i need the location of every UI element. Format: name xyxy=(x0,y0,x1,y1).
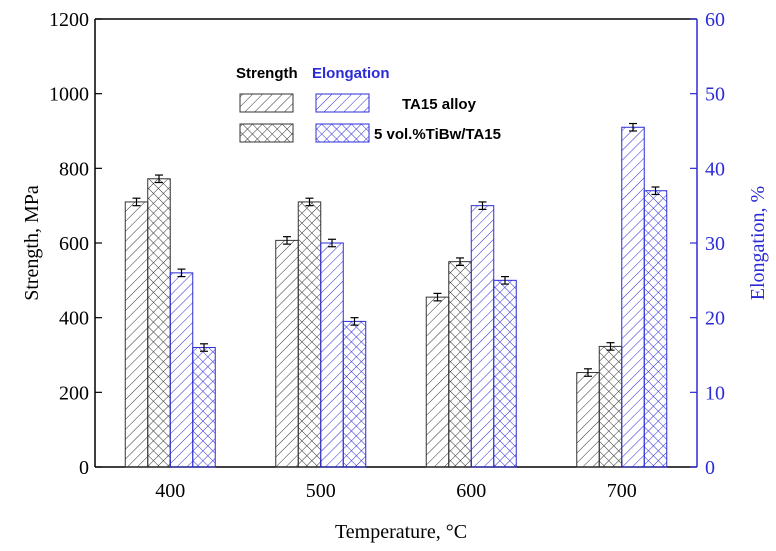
right-tick-label: 50 xyxy=(705,84,725,106)
bar-strength-composite xyxy=(298,202,321,467)
legend-label-composite: 5 vol.%TiBw/TA15 xyxy=(374,126,501,143)
bar-strength-ta15 xyxy=(426,297,449,467)
left-axis-title: Strength, MPa xyxy=(21,185,43,301)
legend-swatch-strength-ta15 xyxy=(240,94,293,112)
bar-strength-ta15 xyxy=(276,240,299,467)
bar-strength-ta15 xyxy=(125,202,148,467)
bar-strength-composite xyxy=(599,346,622,467)
left-tick-label: 600 xyxy=(59,233,89,255)
bar-elongation-composite xyxy=(494,280,517,467)
x-axis-title: Temperature, °C xyxy=(335,521,467,543)
right-tick-label: 0 xyxy=(705,457,715,479)
bar-elongation-ta15 xyxy=(622,127,645,467)
bar-strength-ta15 xyxy=(577,373,600,467)
right-axis-title: Elongation, % xyxy=(747,186,769,300)
left-tick-label: 200 xyxy=(59,382,89,404)
bar-elongation-composite xyxy=(343,321,366,467)
legend-header-elongation: Elongation xyxy=(312,65,390,82)
right-tick-label: 40 xyxy=(705,158,725,180)
left-tick-label: 800 xyxy=(59,158,89,180)
bar-group xyxy=(125,124,667,467)
legend-label-ta15: TA15 alloy xyxy=(402,96,477,113)
right-tick-label: 30 xyxy=(705,233,725,255)
left-tick-label: 1000 xyxy=(49,84,89,106)
left-axis-ticks: 0 200 400 600 800 1000 1200 xyxy=(49,9,102,479)
legend-swatch-elongation-composite xyxy=(316,124,369,142)
bar-elongation-ta15 xyxy=(321,243,344,467)
x-tick-label: 400 xyxy=(155,480,185,502)
bar-elongation-ta15 xyxy=(170,273,193,467)
legend-swatch-elongation-ta15 xyxy=(316,94,369,112)
bar-elongation-ta15 xyxy=(471,206,494,467)
right-tick-label: 10 xyxy=(705,382,725,404)
legend: Strength Elongation TA15 alloy 5 vol.%Ti… xyxy=(236,65,501,143)
left-tick-label: 0 xyxy=(79,457,89,479)
left-tick-label: 400 xyxy=(59,308,89,330)
left-tick-label: 1200 xyxy=(49,9,89,31)
right-tick-label: 20 xyxy=(705,308,725,330)
x-tick-label: 600 xyxy=(456,480,486,502)
legend-header-strength: Strength xyxy=(236,65,298,82)
right-axis-ticks: 0 10 20 30 40 50 60 xyxy=(690,9,725,479)
x-tick-label: 700 xyxy=(607,480,637,502)
bar-strength-composite xyxy=(449,262,472,467)
bar-elongation-composite xyxy=(193,348,216,467)
legend-swatch-strength-composite xyxy=(240,124,293,142)
bar-elongation-composite xyxy=(644,191,667,467)
right-tick-label: 60 xyxy=(705,9,725,31)
x-tick-label: 500 xyxy=(306,480,336,502)
bar-strength-composite xyxy=(148,179,171,467)
